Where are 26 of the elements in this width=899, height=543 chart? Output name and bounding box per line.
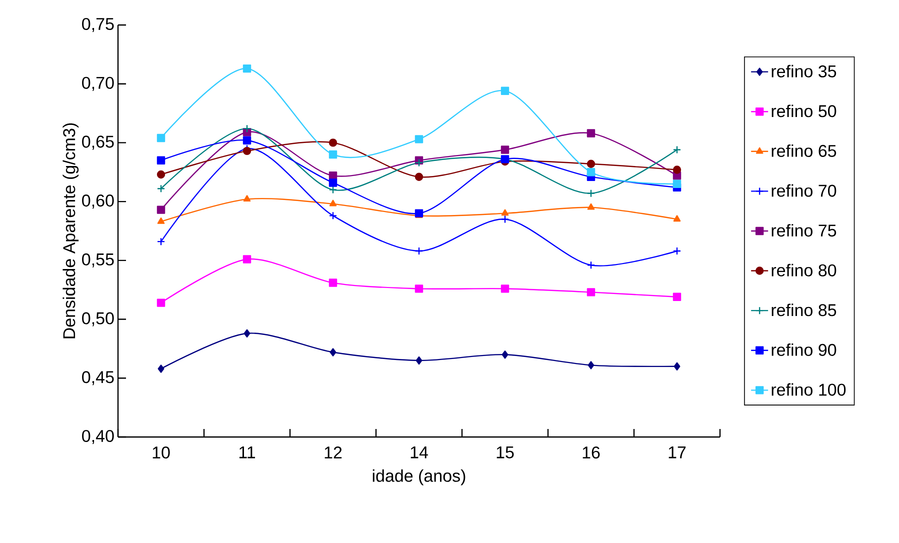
y-tick-label: 0,60: [82, 194, 114, 209]
legend-label: refino 90: [772, 343, 836, 356]
legend-label: refino 75: [772, 224, 836, 237]
y-tick-label: 0,40: [82, 430, 114, 444]
legend-label: refino 80: [772, 264, 836, 276]
legend-label: refino 85: [772, 304, 836, 316]
y-axis-title: Densidade Aparente (g/cm3): [62, 123, 79, 338]
x-tick-label: 14: [410, 446, 428, 458]
y-tick-label: 0,75: [82, 18, 114, 32]
y-tick-label: 0,70: [82, 76, 114, 91]
x-tick-label: 16: [582, 446, 600, 459]
legend-label: refino 50: [772, 104, 836, 118]
legend-label: refino 70: [772, 184, 836, 197]
x-tick-label: 10: [152, 446, 170, 459]
legend-label: refino 100: [772, 383, 846, 396]
x-tick-label: 17: [668, 446, 686, 458]
y-tick-label: 0,55: [82, 253, 114, 268]
x-tick-label: 11: [239, 446, 255, 458]
x-tick-label: 12: [324, 446, 342, 458]
y-tick-label: 0,50: [82, 312, 114, 326]
x-tick-label: 15: [496, 446, 514, 458]
y-tick-label: 0,65: [82, 136, 114, 150]
x-axis-title: idade (anos): [372, 469, 466, 486]
legend-label: refino 65: [772, 144, 836, 157]
y-tick-label: 0,45: [82, 371, 114, 386]
legend-label: refino 35: [772, 64, 836, 78]
